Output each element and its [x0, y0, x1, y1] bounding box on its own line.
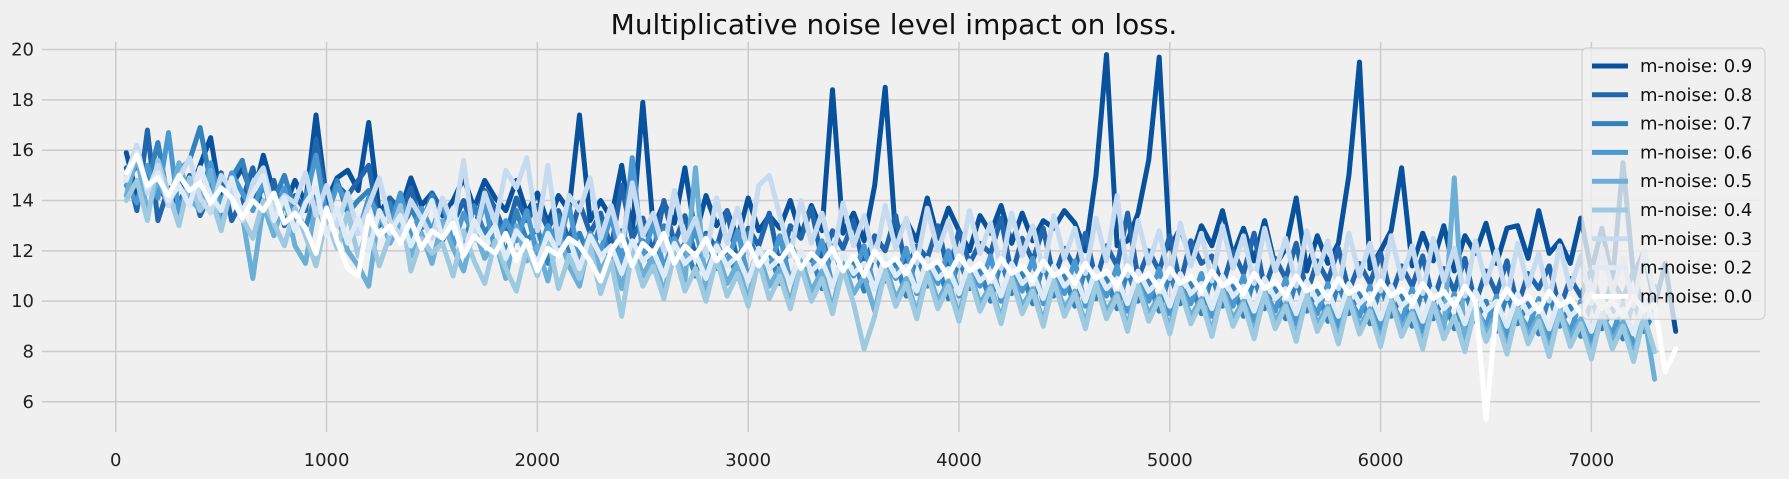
series-line-m-noise-0-0 — [123, 152, 1679, 422]
legend-label: m-noise: 0.7 — [1640, 114, 1752, 135]
y-tick-label: 16 — [11, 140, 34, 161]
legend: m-noise: 0.9 m-noise: 0.8 m-noise: 0.7 m-no… — [1581, 47, 1766, 320]
y-tick-label: 10 — [11, 291, 34, 312]
grid — [42, 42, 1760, 432]
x-tick-label: 5000 — [1147, 450, 1193, 471]
x-tick-label: 7000 — [1568, 450, 1614, 471]
legend-label: m-noise: 0.0 — [1640, 286, 1752, 307]
x-tick-label: 6000 — [1358, 450, 1404, 471]
legend-label: m-noise: 0.4 — [1640, 200, 1752, 221]
y-tick-label: 18 — [11, 90, 34, 111]
x-tick-label: 4000 — [936, 450, 982, 471]
y-tick-label: 12 — [11, 241, 34, 262]
series-line-m-noise-0-3 — [123, 142, 1658, 309]
legend-box — [1581, 47, 1766, 320]
series-lines — [123, 52, 1679, 422]
legend-label: m-noise: 0.2 — [1640, 258, 1752, 279]
legend-label: m-noise: 0.5 — [1640, 171, 1752, 192]
series-line-m-noise-0-2 — [123, 150, 1658, 337]
x-tick-label: 3000 — [725, 450, 771, 471]
y-tick-label: 8 — [23, 341, 34, 362]
legend-label: m-noise: 0.6 — [1640, 142, 1752, 163]
y-tick-label: 14 — [11, 191, 34, 212]
legend-label: m-noise: 0.3 — [1640, 229, 1752, 250]
x-tick-label: 1000 — [304, 450, 350, 471]
legend-label: m-noise: 0.8 — [1640, 85, 1752, 106]
y-tick-label: 20 — [11, 40, 34, 61]
axis-tick-labels: 0 1000 2000 3000 4000 5000 6000 7000 6 8 10 12 14 16 1… — [11, 40, 1614, 471]
x-tick-label: 0 — [110, 450, 121, 471]
series-line-m-noise-0-4 — [123, 157, 1658, 364]
chart-title: Multiplicative noise level impact on los… — [611, 8, 1178, 41]
y-tick-label: 6 — [23, 392, 34, 413]
legend-label: m-noise: 0.9 — [1640, 56, 1752, 77]
x-tick-label: 2000 — [514, 450, 560, 471]
